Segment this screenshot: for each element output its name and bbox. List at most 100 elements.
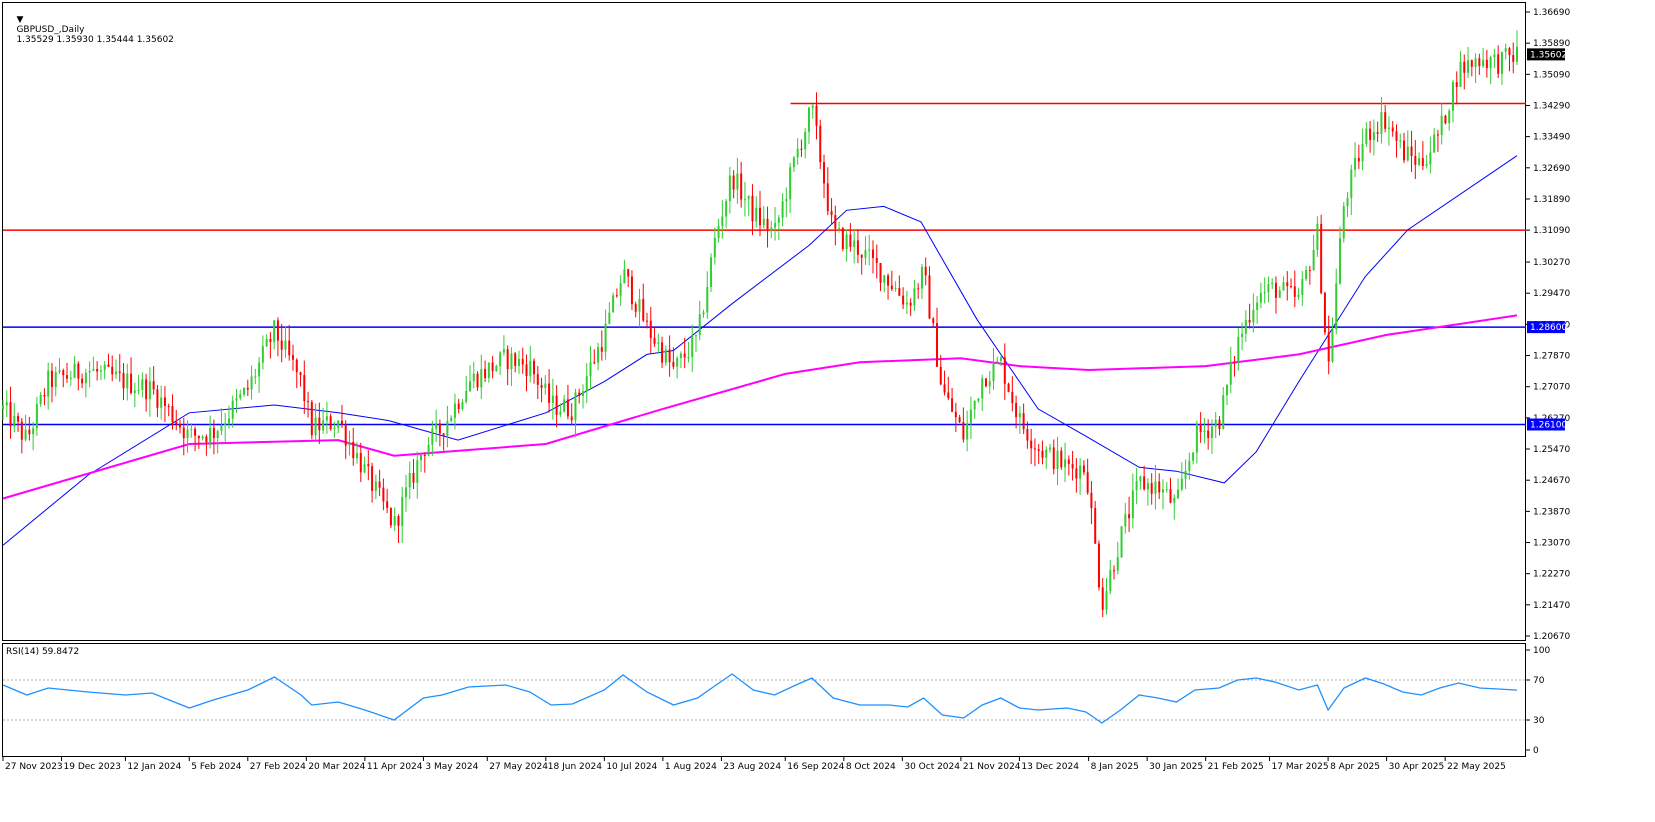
candle-body — [194, 428, 197, 436]
candle-body — [540, 384, 543, 388]
candle-body — [902, 295, 905, 305]
candle-body — [951, 398, 954, 412]
candle-body — [698, 314, 701, 336]
candle-body — [909, 302, 912, 306]
candle-body — [815, 105, 818, 126]
candle-body — [1327, 332, 1330, 362]
candle-body — [630, 276, 633, 305]
candle-body — [1143, 476, 1146, 490]
candle-body — [231, 400, 234, 419]
candle-body — [1086, 472, 1089, 493]
candle-body — [66, 375, 69, 379]
x-tick-label: 30 Oct 2024 — [904, 762, 960, 772]
candle-body — [378, 481, 381, 488]
candle-body — [367, 464, 370, 467]
candle-body — [992, 362, 995, 382]
candle-body — [1131, 490, 1134, 519]
candle-body — [608, 312, 611, 324]
candle-body — [442, 433, 445, 436]
candle-body — [988, 381, 991, 387]
candle-body — [570, 416, 573, 421]
candle-body — [453, 403, 456, 418]
candle-body — [145, 379, 148, 400]
candle-body — [566, 399, 569, 417]
candle-body — [905, 302, 908, 305]
candle-body — [239, 394, 242, 399]
candle-body — [1161, 489, 1164, 493]
candle-body — [171, 406, 174, 422]
candle-body — [687, 357, 690, 359]
candle-body — [871, 249, 874, 258]
candle-body — [1485, 59, 1488, 69]
candle-body — [446, 420, 449, 436]
candle-body — [1007, 383, 1010, 392]
candle-body — [683, 353, 686, 358]
time-axis: 27 Nov 2023 19 Dec 2023 12 Jan 2024 5 Feb 2… — [2, 757, 1506, 772]
candle-body — [35, 404, 38, 429]
candle-body — [1207, 430, 1210, 438]
candle-body — [668, 349, 671, 363]
candle-body — [932, 318, 935, 324]
candle-body — [1177, 489, 1180, 498]
candle-body — [811, 105, 814, 108]
candle-body — [1146, 483, 1149, 490]
candle-body — [875, 257, 878, 263]
candle-body — [216, 431, 219, 438]
y-tick-label: 1.25470 — [1533, 445, 1570, 455]
candle-body — [1113, 570, 1116, 572]
candle-body — [800, 148, 803, 150]
rsi-pane-border — [2, 643, 1526, 757]
candle-body — [1233, 361, 1236, 363]
x-tick-label: 12 Jan 2024 — [127, 762, 181, 772]
candle-body — [156, 389, 159, 408]
x-tick-label: 30 Apr 2025 — [1389, 762, 1445, 772]
candle-body — [796, 148, 799, 158]
rsi-tick-label: 0 — [1533, 746, 1539, 756]
candle-body — [962, 422, 965, 440]
candle-body — [1169, 489, 1172, 503]
candle-body — [1380, 112, 1383, 134]
candle-body — [502, 349, 505, 353]
candle-body — [1011, 391, 1014, 404]
candle-body — [1467, 60, 1470, 73]
candle-body — [1244, 319, 1247, 334]
candle-body — [638, 299, 641, 312]
candle-body — [973, 400, 976, 410]
candle-body — [984, 378, 987, 387]
candle-body — [1387, 127, 1390, 129]
y-tick-label: 1.27870 — [1533, 352, 1570, 362]
candle-body — [676, 357, 679, 367]
candle-body — [457, 403, 460, 409]
candle-body — [1350, 169, 1353, 199]
candle-body — [1478, 58, 1481, 67]
candle-body — [593, 362, 596, 364]
y-tick-label: 1.20670 — [1533, 632, 1570, 642]
rsi-tick-label: 70 — [1533, 676, 1545, 686]
candle-body — [585, 376, 588, 392]
candle-body — [1150, 483, 1153, 494]
y-tick-label: 1.32690 — [1533, 164, 1570, 174]
candle-body — [141, 379, 144, 390]
candle-body — [359, 453, 362, 473]
candle-body — [280, 340, 283, 350]
candle-body — [672, 362, 675, 367]
candle-body — [939, 366, 942, 385]
candle-body — [1365, 128, 1368, 144]
candle-body — [352, 441, 355, 459]
candlesticks — [2, 30, 1518, 617]
candle-body — [329, 416, 332, 430]
candle-body — [917, 288, 920, 290]
symbol-label: GBPUSD_,Daily — [16, 25, 85, 35]
candle-body — [936, 323, 939, 367]
candle-body — [954, 411, 957, 418]
y-tick-label: 1.30270 — [1533, 258, 1570, 268]
candle-body — [706, 286, 709, 313]
candle-body — [1508, 48, 1511, 56]
candle-body — [506, 349, 509, 370]
candle-body — [710, 257, 713, 287]
candle-body — [1290, 286, 1293, 288]
candle-body — [1323, 292, 1326, 333]
candle-body — [5, 402, 8, 406]
